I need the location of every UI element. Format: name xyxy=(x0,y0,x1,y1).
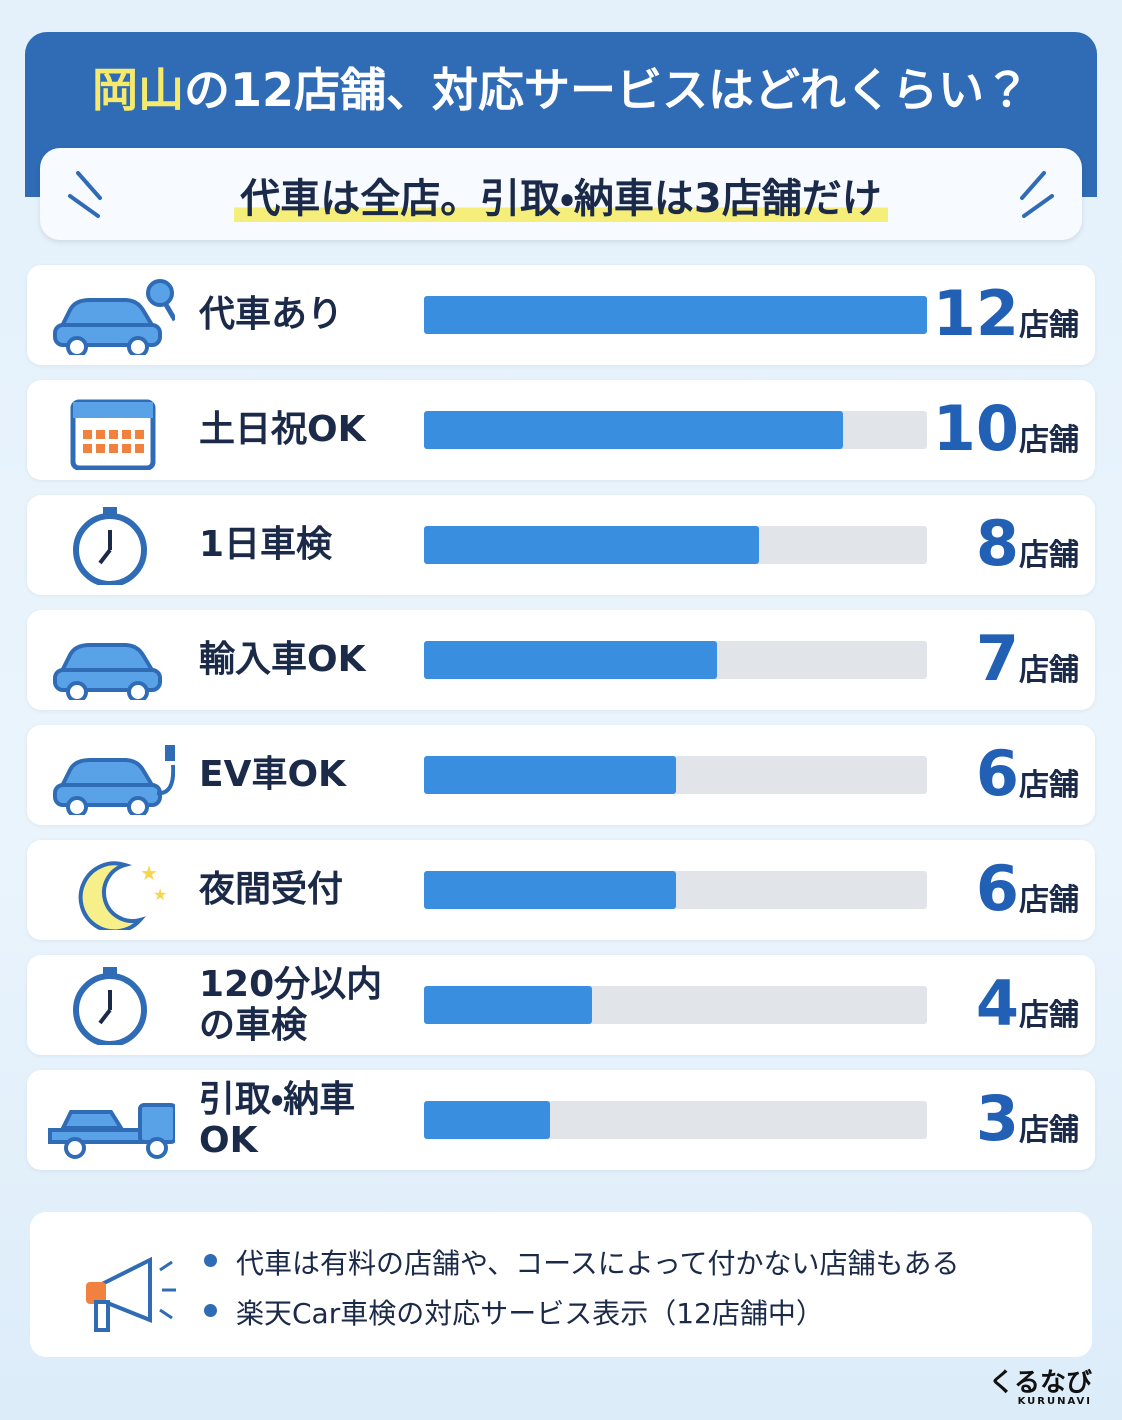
value-label: 8店舗 xyxy=(976,507,1079,580)
value-unit: 店舗 xyxy=(1019,998,1079,1033)
note: 代車は有料の店舗や、コースによって付かない店舗もある xyxy=(204,1242,960,1282)
category-label: 夜間受付 xyxy=(199,869,344,911)
value-number: 8 xyxy=(975,507,1019,580)
subtitle-text: 代車は全店。引取・納車は3店舗だけ xyxy=(234,176,888,222)
row: 1日車検 8店舗 xyxy=(27,495,1095,595)
logo: くるなび KURUNAVI xyxy=(989,1370,1092,1407)
row: 輸入車OK 7店舗 xyxy=(27,610,1095,710)
value-number: 12 xyxy=(932,277,1019,350)
bar xyxy=(424,871,676,909)
megaphone-icon xyxy=(86,1256,176,1332)
value-label: 4店舗 xyxy=(976,967,1079,1040)
icon xyxy=(45,1080,177,1160)
category-label: 代車あり xyxy=(199,294,344,336)
bar xyxy=(424,641,718,679)
value-label: 6店舗 xyxy=(976,852,1079,925)
notes: 代車は有料の店舗や、コースによって付かない店舗もある 楽天Car車検の対応サービ… xyxy=(30,1212,1092,1357)
value-number: 3 xyxy=(975,1082,1019,1155)
icon: ★ ★ xyxy=(45,850,175,934)
value-unit: 店舗 xyxy=(1019,768,1079,803)
bar xyxy=(424,411,844,449)
value-label: 3店舗 xyxy=(976,1082,1079,1155)
row-icon xyxy=(53,745,181,818)
icon xyxy=(45,275,178,358)
bar xyxy=(424,1101,550,1139)
bar-track xyxy=(424,1101,927,1139)
value-unit: 店舗 xyxy=(1019,423,1079,458)
category-label: EV車OK xyxy=(199,754,346,796)
bar-track xyxy=(424,296,927,334)
row: 120分以内の車検 4店舗 xyxy=(27,955,1095,1055)
logo-sub: KURUNAVI xyxy=(1017,1396,1092,1407)
decoration xyxy=(68,171,1054,218)
row: ★ ★ 夜間受付 6店舗 xyxy=(27,840,1095,940)
row: 代車あり 12店舗 xyxy=(27,265,1095,365)
icon xyxy=(45,735,181,818)
value-label: 6店舗 xyxy=(976,737,1079,810)
logo-name: くるなび xyxy=(988,1368,1092,1398)
value-number: 4 xyxy=(975,967,1019,1040)
title-highlight: 岡山 xyxy=(91,63,184,117)
value-unit: 店舗 xyxy=(1019,538,1079,573)
value-number: 10 xyxy=(932,392,1019,465)
bar-track xyxy=(424,526,927,564)
row: EV車OK 6店舗 xyxy=(27,725,1095,825)
value-unit: 店舗 xyxy=(1019,883,1079,918)
bar-track xyxy=(424,756,927,794)
note: 楽天Car車検の対応サービス表示（12店舗中） xyxy=(204,1292,824,1332)
svg-text:★: ★ xyxy=(140,861,158,885)
row-icon xyxy=(70,399,156,471)
row-icon xyxy=(73,967,147,1047)
value-number: 6 xyxy=(975,852,1019,925)
row-icon xyxy=(48,1103,177,1159)
icon xyxy=(45,965,175,1047)
row: 引取・納車OK 3店舗 xyxy=(27,1070,1095,1170)
value-label: 12店舗 xyxy=(933,277,1079,350)
icon xyxy=(45,505,175,587)
bar-track xyxy=(424,986,927,1024)
row: 土日祝OK 10店舗 xyxy=(27,380,1095,480)
bar-track xyxy=(424,641,927,679)
svg-text:★: ★ xyxy=(153,885,167,904)
value-unit: 店舗 xyxy=(1019,653,1079,688)
title: 岡山の12店舗、対応サービスはどれくらい？ xyxy=(0,54,1122,120)
bar xyxy=(424,756,676,794)
bar-track xyxy=(424,411,927,449)
bar xyxy=(424,986,592,1024)
value-label: 7店舗 xyxy=(976,622,1079,695)
icon xyxy=(45,390,175,471)
value-number: 7 xyxy=(975,622,1019,695)
category-label: 輸入車OK xyxy=(199,639,366,681)
row-icon xyxy=(53,279,178,358)
value-unit: 店舗 xyxy=(1019,308,1079,343)
category-label: 土日祝OK xyxy=(199,409,366,451)
category-label: 1日車検 xyxy=(199,524,333,566)
bar-track xyxy=(424,871,927,909)
value-unit: 店舗 xyxy=(1019,1113,1079,1148)
row-icon xyxy=(73,507,147,587)
bar xyxy=(424,526,760,564)
row-icon: ★★ xyxy=(78,861,167,934)
category-label: 引取・納車OK xyxy=(199,1078,356,1161)
icon xyxy=(45,620,175,703)
value-number: 6 xyxy=(975,737,1019,810)
category-label: 120分以内の車検 xyxy=(199,963,383,1046)
title-text: の12店舗、対応サービスはどれくらい？ xyxy=(183,63,1030,117)
subtitle: 代車は全店。引取・納車は3店舗だけ xyxy=(0,166,1122,224)
bar xyxy=(424,296,927,334)
value-label: 10店舗 xyxy=(933,392,1079,465)
row-icon xyxy=(53,643,162,703)
